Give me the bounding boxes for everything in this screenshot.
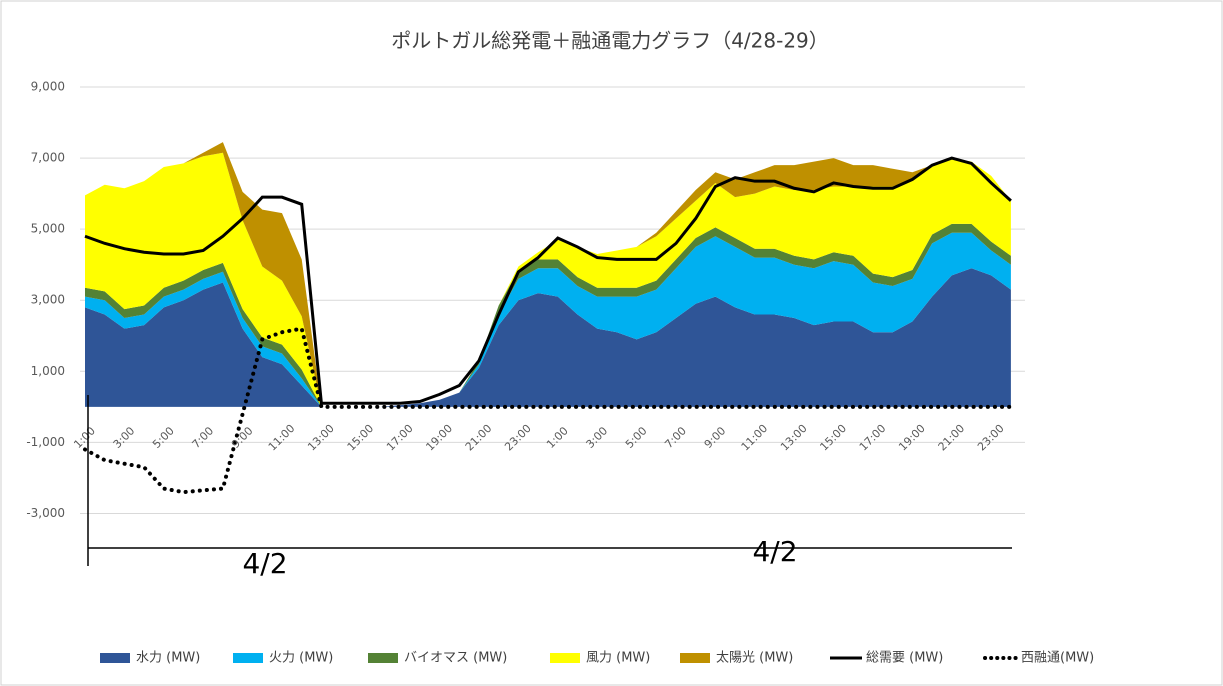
legend-item: 水力 (MW): [100, 651, 200, 666]
legend-swatch: [368, 653, 398, 663]
legend-label: 風力 (MW): [586, 651, 650, 666]
line: [84, 156, 1012, 405]
y-tick-label: 7,000: [31, 151, 65, 165]
area: [85, 223, 1011, 407]
legend-item: 火力 (MW): [233, 651, 333, 666]
area: [85, 268, 1011, 407]
legend-item: 太陽光 (MW): [680, 651, 793, 666]
legend-swatch: [233, 653, 263, 663]
legend-swatch: [100, 653, 130, 663]
legend-label: 西融通(MW): [1021, 651, 1094, 666]
line: [83, 326, 1013, 495]
legend-swatch: [680, 653, 710, 663]
y-tick-label: 9,000: [31, 80, 65, 94]
y-tick-label: -3,000: [26, 506, 65, 520]
area: [85, 152, 1011, 407]
legend-item: バイオマス (MW): [368, 651, 507, 666]
legend-label: バイオマス (MW): [404, 651, 507, 666]
y-tick-label: 3,000: [31, 293, 65, 307]
chart-title: ポルトガル総発電＋融通電力グラフ（4/28-29）: [391, 29, 829, 53]
legend-item: 西融通(MW): [983, 651, 1094, 666]
legend-item: 総需要 (MW): [830, 651, 943, 666]
legend-label: 太陽光 (MW): [716, 651, 793, 666]
y-tick-label: -1,000: [26, 435, 65, 449]
legend-label: 総需要 (MW): [866, 651, 943, 666]
plot-area: -3,000-1,0001,0003,0005,0007,0009,0001:0…: [26, 80, 1025, 520]
legend-label: 水力 (MW): [136, 651, 200, 666]
date-label: 4/2: [242, 547, 287, 580]
area: [85, 232, 1011, 407]
legend-label: 火力 (MW): [269, 651, 333, 666]
legend-swatch: [550, 653, 580, 663]
date-label: 4/2: [752, 535, 797, 568]
y-tick-label: 5,000: [31, 222, 65, 236]
legend-item: 風力 (MW): [550, 651, 650, 666]
y-tick-label: 1,000: [31, 364, 65, 378]
